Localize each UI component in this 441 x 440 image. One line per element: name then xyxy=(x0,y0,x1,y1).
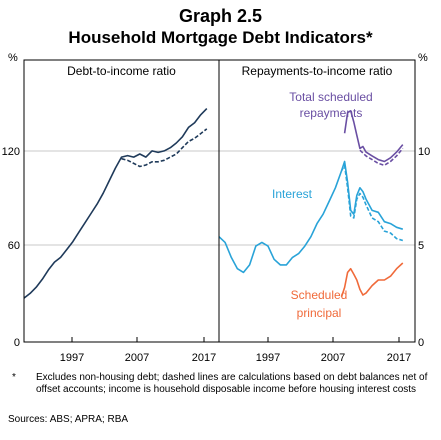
chart-subtitle: Household Mortgage Debt Indicators* xyxy=(68,28,373,47)
x-tick-label: 2007 xyxy=(321,352,345,364)
x-tick-label: 1997 xyxy=(256,352,280,364)
series-annotation: Total scheduled xyxy=(289,90,372,104)
series-line xyxy=(218,160,404,274)
panel-title: Debt-to-income ratio xyxy=(67,64,176,78)
y-tick-label: 0 xyxy=(14,337,20,349)
series-line xyxy=(340,262,404,298)
y-tick-label: 60 xyxy=(8,240,20,252)
series-annotation: principal xyxy=(297,306,342,320)
y-tick-label: 10 xyxy=(418,146,430,158)
sources-text: Sources: ABS; APRA; RBA xyxy=(8,414,129,425)
panel-title: Repayments-to-income ratio xyxy=(242,64,393,78)
x-tick-label: 2007 xyxy=(125,352,149,364)
series-annotation: repayments xyxy=(300,106,363,120)
y-tick-label: 5 xyxy=(418,240,424,252)
unit-label: % xyxy=(8,52,18,64)
series-line xyxy=(343,110,404,163)
series-line-dashed xyxy=(340,164,404,242)
x-tick-label: 2017 xyxy=(387,352,411,364)
series-annotation: Interest xyxy=(272,187,313,201)
chart-title: Graph 2.5 xyxy=(178,6,263,26)
series-line xyxy=(23,108,208,299)
x-tick-label: 2017 xyxy=(192,352,216,364)
series-line-dashed xyxy=(359,147,404,167)
footnote-marker: * xyxy=(12,372,16,383)
series-line-dashed xyxy=(121,128,208,168)
y-tick-label: 120 xyxy=(2,146,20,158)
footnote-text: Excludes non-housing debt; dashed lines … xyxy=(36,372,428,395)
y-tick-label: 0 xyxy=(418,337,424,349)
x-tick-label: 1997 xyxy=(60,352,84,364)
unit-label: % xyxy=(418,52,428,64)
series-annotation: Scheduled xyxy=(291,288,348,302)
